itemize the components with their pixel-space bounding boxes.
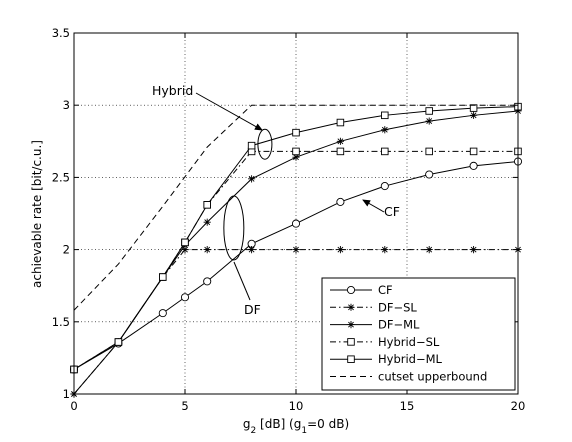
series-line-1	[73, 249, 518, 395]
ticks: 0 5 10 15 20 1 1.5 2 2.5 3 3.5	[52, 26, 526, 413]
x-tick-label: 20	[511, 399, 526, 413]
series-5	[73, 104, 518, 311]
x-tick-label: 10	[289, 399, 304, 413]
data-point-square-marker	[469, 147, 478, 156]
annotation-hybrid: Hybrid	[152, 83, 193, 98]
annotations: Hybrid CF DF	[152, 83, 400, 317]
y-tick-label: 2.5	[52, 170, 70, 184]
data-point-circle-marker	[425, 170, 434, 179]
legend-box	[321, 277, 516, 391]
annotation-cf: CF	[384, 204, 400, 219]
data-point-circle-marker	[291, 219, 301, 228]
data-point-star-marker	[181, 246, 189, 254]
legend-square-marker	[347, 355, 355, 363]
x-tick-label: 0	[70, 399, 77, 413]
series-group	[69, 102, 523, 398]
data-point-square-marker	[469, 104, 478, 112]
data-point-square-marker	[203, 201, 211, 209]
data-point-square-marker	[292, 147, 300, 156]
data-point-circle-marker	[336, 197, 345, 206]
legend-label-1: DF−SL	[378, 300, 417, 314]
data-point-star-marker	[248, 175, 256, 183]
x-axis-label: g2 [dB] (g1=0 dB)	[243, 417, 349, 436]
series-line-5	[73, 104, 518, 311]
series-line-0	[73, 161, 519, 370]
legend-star-marker	[347, 303, 355, 311]
df-pointer-line	[233, 261, 251, 301]
legend-label-0: CF	[378, 283, 393, 297]
cf-arrow	[362, 199, 385, 213]
legend-label-4: Hybrid−ML	[378, 352, 443, 366]
data-point-square-marker	[159, 273, 167, 281]
data-point-square-marker	[336, 118, 345, 127]
data-point-square-marker	[181, 238, 189, 247]
data-point-square-marker	[292, 128, 300, 137]
data-point-square-marker	[336, 147, 345, 156]
y-tick-label: 1	[63, 387, 70, 401]
legend-star-marker	[347, 321, 355, 329]
data-point-star-marker	[425, 246, 433, 254]
data-point-square-marker	[425, 107, 433, 115]
df-ellipse	[223, 195, 245, 261]
data-point-star-marker	[292, 153, 300, 161]
legend: CF DF−SL DF−ML Hybrid−SL Hybrid−ML cutset upp…	[321, 277, 516, 391]
data-point-star-marker	[425, 117, 433, 125]
data-point-circle-marker	[158, 309, 167, 318]
data-point-star-marker	[292, 246, 300, 254]
data-point-square-marker	[381, 111, 389, 120]
data-point-star-marker	[336, 246, 344, 254]
series-line-4	[73, 106, 519, 370]
data-point-circle-marker	[180, 293, 190, 302]
data-point-star-marker	[203, 246, 211, 254]
y-tick-label: 1.5	[52, 315, 70, 329]
data-point-star-marker	[203, 218, 211, 226]
data-point-square-marker	[114, 338, 123, 346]
data-point-star-marker	[470, 246, 478, 254]
x-tick-label: 5	[181, 399, 188, 413]
legend-square-marker	[347, 338, 355, 346]
data-point-star-marker	[336, 137, 344, 145]
data-point-square-marker	[381, 147, 389, 156]
legend-circle-marker	[346, 285, 356, 295]
y-tick-label: 3	[63, 98, 70, 112]
data-point-star-marker	[248, 246, 256, 254]
y-tick-label: 3.5	[52, 26, 70, 40]
y-tick-label: 2	[63, 243, 70, 257]
hybrid-ellipse	[257, 128, 273, 160]
legend-label-5: cutset upperbound	[378, 370, 487, 384]
grid	[74, 33, 518, 394]
data-point-square-marker	[247, 141, 256, 150]
y-axis-label: achievable rate [bit/c.u.]	[30, 140, 44, 288]
data-point-circle-marker	[380, 182, 389, 191]
data-point-circle-marker	[469, 161, 478, 170]
annotation-df: DF	[244, 302, 261, 317]
legend-label-3: Hybrid−SL	[378, 335, 440, 349]
data-point-square-marker	[425, 147, 433, 156]
hybrid-arrow	[195, 92, 263, 131]
data-point-star-marker	[381, 246, 389, 254]
data-point-star-marker	[470, 111, 478, 119]
x-tick-label: 15	[400, 399, 415, 413]
series-0	[69, 157, 523, 374]
data-point-star-marker	[381, 126, 389, 134]
data-point-circle-marker	[203, 277, 212, 286]
legend-label-2: DF−ML	[378, 318, 420, 332]
